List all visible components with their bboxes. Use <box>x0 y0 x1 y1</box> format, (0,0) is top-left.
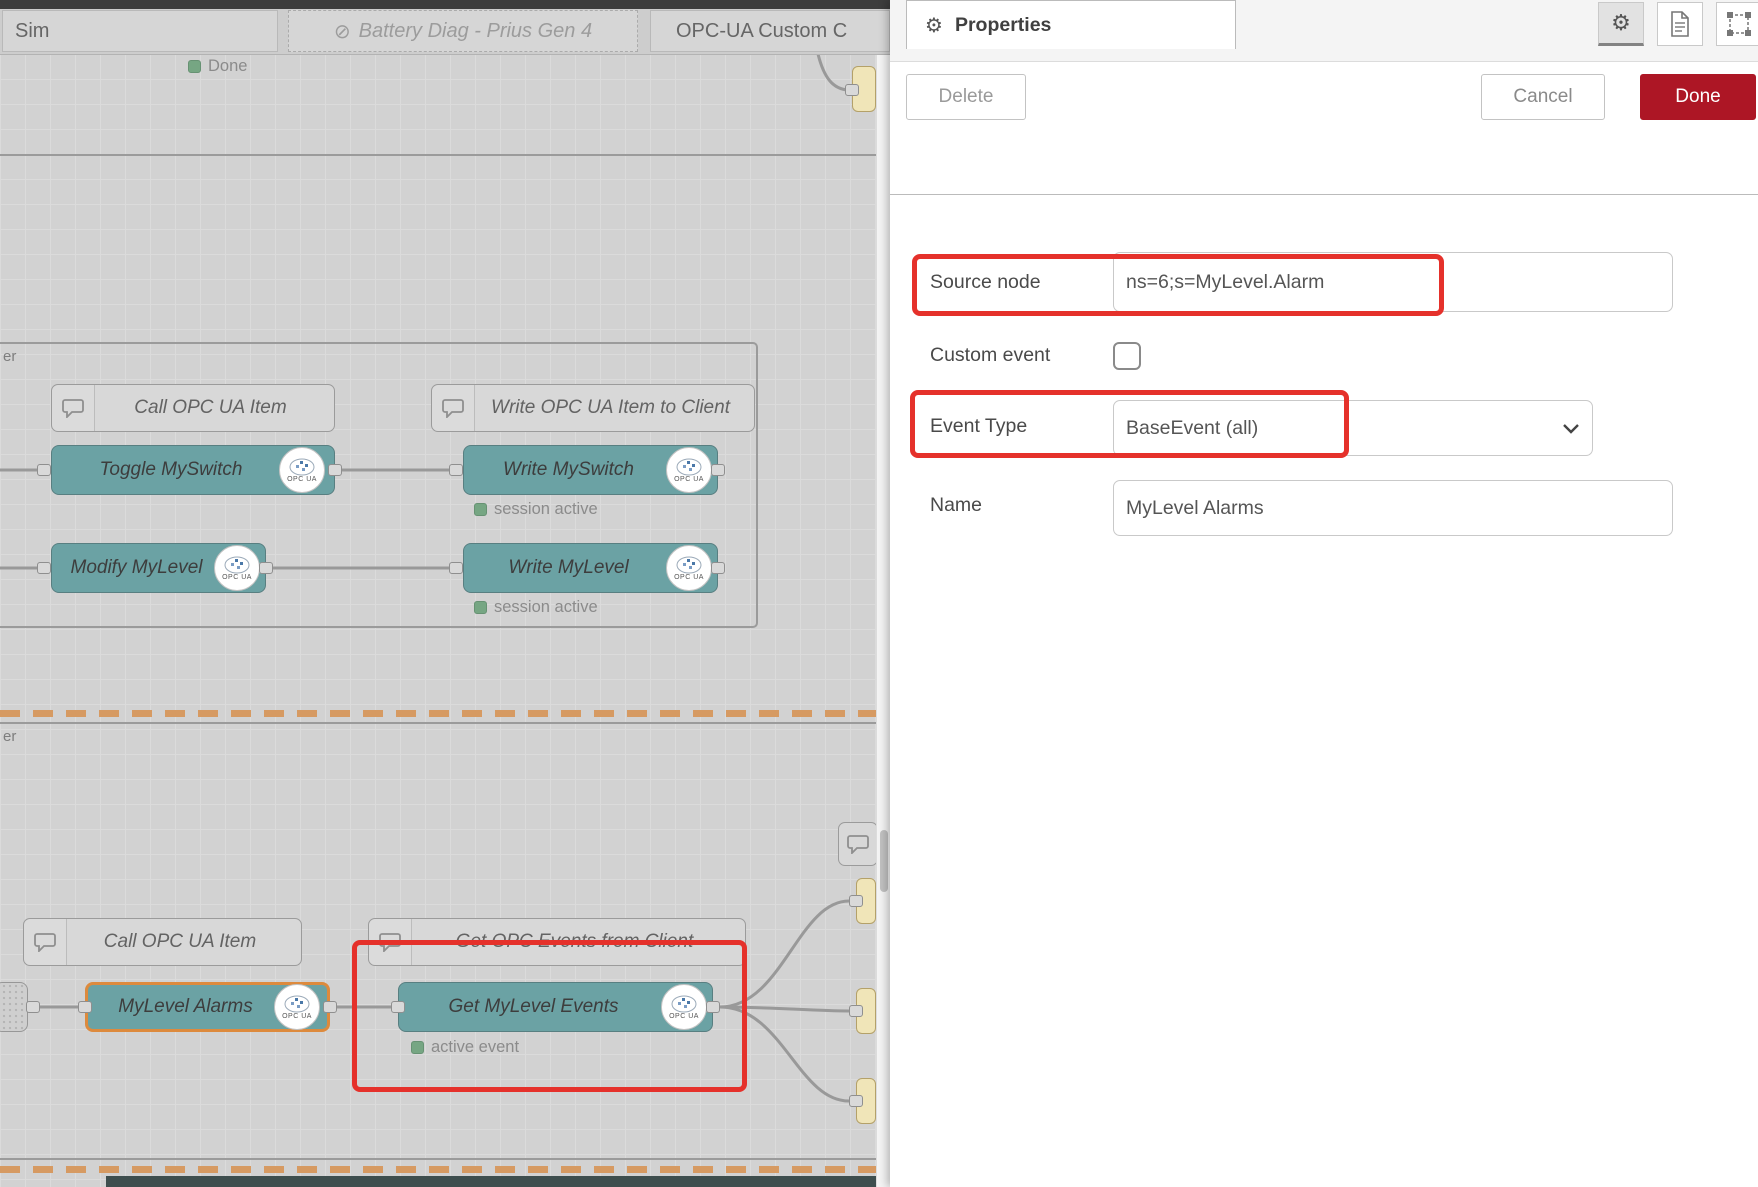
node-fragment-offscreen[interactable] <box>0 982 28 1032</box>
group-fragment-border <box>0 154 876 156</box>
opcua-badge-icon: OPC UA <box>661 984 707 1030</box>
workspace-tabbar: Sim ⊘ Battery Diag - Prius Gen 4 OPC-UA … <box>0 9 890 55</box>
gear-icon: ⚙ <box>925 14 943 37</box>
status-dot-icon <box>474 503 487 516</box>
source-node-label: Source node <box>930 271 1041 293</box>
comment-node-call-opcua-2[interactable]: Call OPC UA Item <box>23 918 302 966</box>
input-port[interactable] <box>37 464 51 476</box>
comment-node-write-to-client[interactable]: Write OPC UA Item to Client <box>431 384 755 432</box>
edit-panel-tabrow <box>890 146 1758 195</box>
opcua-badge-icon: OPC UA <box>214 545 260 591</box>
tab-battery-diag[interactable]: ⊘ Battery Diag - Prius Gen 4 <box>288 10 638 52</box>
input-port[interactable] <box>849 895 863 907</box>
comment-label: Call OPC UA Item <box>103 931 257 952</box>
opcua-badge-icon: OPC UA <box>274 984 320 1030</box>
chevron-down-icon <box>1563 423 1579 434</box>
input-port[interactable] <box>845 84 859 96</box>
opcua-badge-icon: OPC UA <box>666 447 712 493</box>
group-lower-border-bottom <box>0 1158 876 1160</box>
input-port[interactable] <box>449 464 463 476</box>
node-get-mylevel-events[interactable]: Get MyLevel Events <box>398 982 713 1032</box>
group-lower-selection-bottom <box>0 1166 876 1173</box>
gear-icon: ⚙ <box>1611 10 1631 35</box>
input-port[interactable] <box>849 1005 863 1017</box>
disabled-icon: ⊘ <box>333 20 351 43</box>
source-node-input[interactable] <box>1113 252 1673 312</box>
appearance-view-button[interactable] <box>1716 2 1758 46</box>
output-port[interactable] <box>711 464 725 476</box>
done-button[interactable]: Done <box>1640 74 1756 120</box>
output-port[interactable] <box>26 1001 40 1013</box>
node-status: session active <box>474 598 598 617</box>
delete-button[interactable]: Delete <box>906 74 1026 120</box>
status-dot-icon <box>411 1041 424 1054</box>
status-dot-icon <box>188 60 201 73</box>
opcua-badge-icon: OPC UA <box>666 545 712 591</box>
input-port[interactable] <box>391 1001 405 1013</box>
properties-view-button[interactable]: ⚙ <box>1598 2 1644 46</box>
flow-canvas[interactable]: er er Call OPC UA Item Write OPC UA Item… <box>0 0 876 1187</box>
tab-sim[interactable]: Sim <box>2 10 278 52</box>
output-port[interactable] <box>323 1001 337 1013</box>
tab-properties[interactable]: ⚙ Properties <box>906 0 1236 49</box>
group-upper-label: er <box>3 348 17 365</box>
output-port[interactable] <box>711 562 725 574</box>
event-type-select[interactable]: BaseEvent (all) <box>1113 400 1593 456</box>
bottom-node-fragment <box>106 1176 876 1187</box>
event-type-label: Event Type <box>930 415 1028 437</box>
input-port[interactable] <box>37 562 51 574</box>
group-upper[interactable] <box>0 342 758 628</box>
comment-node-fragment[interactable] <box>838 822 876 866</box>
group-lower-border-top <box>0 722 876 724</box>
node-status: session active <box>474 500 598 519</box>
description-view-button[interactable] <box>1657 2 1703 46</box>
input-port[interactable] <box>449 562 463 574</box>
node-status: active event <box>411 1038 519 1057</box>
tab-opcua-custom[interactable]: OPC-UA Custom C <box>650 10 890 52</box>
comment-label: Write OPC UA Item to Client <box>491 397 730 418</box>
comment-icon <box>432 385 475 431</box>
group-lower-selection-top <box>0 710 876 717</box>
custom-event-label: Custom event <box>930 344 1051 366</box>
edit-node-panel: Edit OpcUa-Event node Delete Cancel Done… <box>890 0 1758 1187</box>
output-port[interactable] <box>706 1001 720 1013</box>
header-bar <box>0 0 890 9</box>
comment-label: Call OPC UA Item <box>134 397 287 418</box>
cancel-button[interactable]: Cancel <box>1481 74 1605 120</box>
group-lower-label: er <box>3 728 17 745</box>
custom-event-checkbox[interactable] <box>1113 342 1141 370</box>
input-port[interactable] <box>849 1095 863 1107</box>
status-dot-icon <box>474 601 487 614</box>
wires-layer <box>0 53 850 1103</box>
opcua-badge-icon: OPC UA <box>279 447 325 493</box>
comment-icon <box>52 385 95 431</box>
name-label: Name <box>930 494 983 516</box>
scrollbar-thumb[interactable] <box>880 830 888 892</box>
comment-node-call-opcua-1[interactable]: Call OPC UA Item <box>51 384 335 432</box>
selection-frame-icon <box>1727 12 1751 36</box>
input-port[interactable] <box>78 1001 92 1013</box>
canvas-scrollbar[interactable] <box>876 54 890 1187</box>
output-port[interactable] <box>259 562 273 574</box>
comment-icon <box>24 919 67 965</box>
output-port[interactable] <box>328 464 342 476</box>
name-input[interactable] <box>1113 480 1673 536</box>
document-icon <box>1671 11 1689 37</box>
deploy-status: Done <box>188 57 247 76</box>
